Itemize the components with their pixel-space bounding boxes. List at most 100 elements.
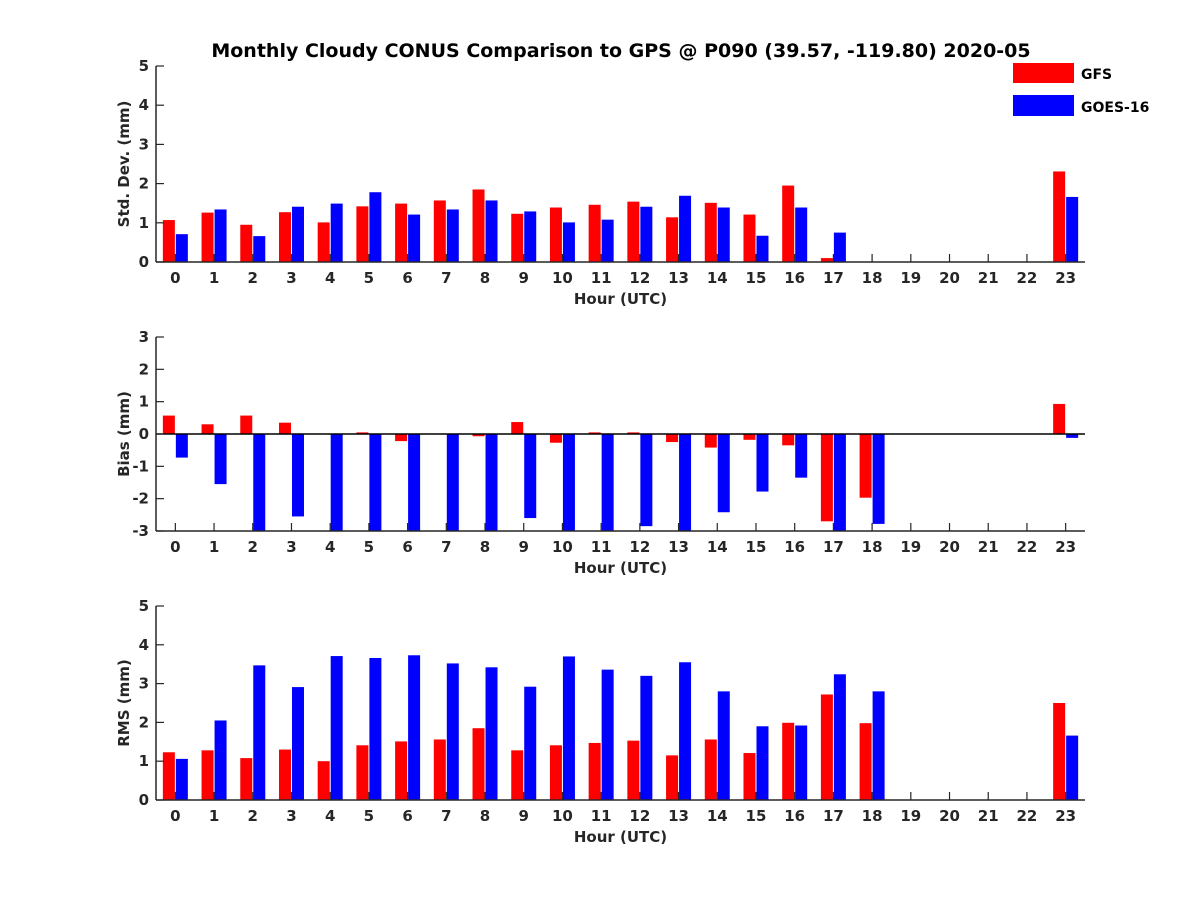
std-dev-goes16-bar-16 (795, 207, 808, 262)
rms-gfs-bar-6 (395, 741, 408, 800)
bias-goes16-bar-4 (330, 434, 343, 531)
bias-x-tick-label: 5 (364, 538, 374, 556)
std-dev-gfs-bar-6 (395, 203, 408, 262)
rms-goes16-bar-9 (524, 686, 537, 800)
rms-x-tick-label: 16 (784, 807, 805, 825)
bias-gfs-bar-1 (201, 424, 214, 434)
std-dev-goes16-bar-15 (756, 235, 769, 262)
std-dev-gfs-bar-7 (433, 200, 446, 262)
rms-goes16-bar-7 (446, 663, 459, 800)
std-dev-gfs-bar-17 (820, 258, 833, 262)
bias-x-tick-label: 13 (668, 538, 689, 556)
rms-gfs-bar-11 (588, 742, 601, 800)
std-dev-gfs-bar-14 (704, 202, 717, 262)
bias-y-tick-label: 3 (139, 328, 149, 346)
rms-x-tick-label: 17 (823, 807, 844, 825)
rms-x-tick-label: 12 (629, 807, 650, 825)
rms-x-tick-label: 4 (325, 807, 335, 825)
rms-x-tick-label: 18 (862, 807, 883, 825)
rms-gfs-bar-7 (433, 739, 446, 800)
std-dev-goes16-bar-17 (833, 232, 846, 262)
rms-goes16-bar-23 (1066, 735, 1079, 800)
bias-goes16-bar-17 (833, 434, 846, 531)
rms-goes16-bar-8 (485, 667, 498, 800)
rms-goes16-bar-11 (601, 669, 614, 800)
bias-x-tick-label: 1 (209, 538, 219, 556)
legend-swatch-goes16 (1013, 95, 1074, 116)
bias-x-tick-label: 7 (441, 538, 451, 556)
bias-gfs-bar-8 (472, 434, 485, 437)
rms-goes16-bar-14 (717, 691, 730, 800)
std-dev-gfs-bar-15 (743, 214, 756, 262)
rms-x-tick-label: 5 (364, 807, 374, 825)
rms-gfs-bar-18 (859, 723, 872, 800)
bias-x-tick-label: 18 (862, 538, 883, 556)
std-dev-goes16-bar-23 (1066, 196, 1079, 262)
bias-goes16-bar-9 (524, 434, 537, 519)
bias-x-tick-label: 16 (784, 538, 805, 556)
std-dev-gfs-bar-9 (511, 213, 524, 262)
std-dev-x-tick-label: 19 (900, 269, 921, 287)
rms-goes16-bar-6 (408, 655, 421, 800)
rms-x-tick-label: 7 (441, 807, 451, 825)
rms-goes16-bar-17 (833, 674, 846, 800)
rms-y-axis-label: RMS (mm) (115, 659, 133, 746)
bias-y-tick-label: 1 (139, 393, 149, 411)
std-dev-goes16-bar-14 (717, 207, 730, 262)
std-dev-x-axis-label: Hour (UTC) (574, 290, 667, 308)
std-dev-goes16-bar-3 (291, 206, 304, 262)
std-dev-goes16-bar-2 (253, 236, 266, 262)
bias-goes16-bar-10 (562, 434, 575, 531)
rms-goes16-bar-12 (640, 675, 653, 800)
std-dev-x-tick-label: 20 (939, 269, 960, 287)
rms-goes16-bar-0 (175, 758, 188, 800)
bias-x-tick-label: 21 (978, 538, 999, 556)
bias-gfs-bar-10 (549, 434, 562, 443)
std-dev-gfs-bar-0 (162, 220, 175, 262)
bias-x-tick-label: 2 (248, 538, 258, 556)
bias-y-tick-label: 2 (139, 360, 149, 378)
legend: GFS GOES-16 (1013, 63, 1149, 116)
std-dev-y-tick-label: 0 (139, 253, 149, 271)
std-dev-gfs-bar-23 (1053, 171, 1066, 262)
bias-goes16-bar-15 (756, 434, 769, 492)
std-dev-x-tick-label: 1 (209, 269, 219, 287)
std-dev-goes16-bar-0 (175, 234, 188, 262)
rms-x-tick-label: 6 (402, 807, 412, 825)
bias-x-tick-label: 12 (629, 538, 650, 556)
std-dev-x-tick-label: 4 (325, 269, 335, 287)
bias-x-tick-label: 14 (707, 538, 728, 556)
std-dev-x-tick-label: 8 (480, 269, 490, 287)
rms-y-tick-label: 2 (139, 713, 149, 731)
rms-x-tick-label: 13 (668, 807, 689, 825)
std-dev-x-tick-label: 11 (591, 269, 612, 287)
rms-gfs-bar-23 (1053, 703, 1066, 800)
legend-swatch-gfs (1013, 63, 1074, 83)
bias-x-axis-label: Hour (UTC) (574, 559, 667, 577)
std-dev-x-tick-label: 5 (364, 269, 374, 287)
rms-gfs-bar-16 (782, 722, 795, 800)
rms-x-tick-label: 3 (286, 807, 296, 825)
rms-goes16-bar-16 (795, 725, 808, 800)
std-dev-goes16-bar-7 (446, 209, 459, 262)
rms-y-tick-label: 3 (139, 675, 149, 693)
bias-x-tick-label: 19 (900, 538, 921, 556)
bias-goes16-bar-6 (408, 434, 421, 531)
rms-y-tick-label: 0 (139, 791, 149, 809)
bias-x-tick-label: 23 (1055, 538, 1076, 556)
rms-gfs-bar-12 (627, 740, 640, 800)
std-dev-y-tick-label: 1 (139, 214, 149, 232)
bias-gfs-bar-0 (162, 415, 175, 434)
bias-goes16-bar-14 (717, 434, 730, 513)
rms-gfs-bar-13 (666, 755, 679, 800)
std-dev-goes16-bar-4 (330, 203, 343, 262)
rms-goes16-bar-2 (253, 665, 266, 800)
rms-goes16-bar-10 (562, 656, 575, 800)
rms-gfs-bar-0 (162, 752, 175, 800)
rms-gfs-bar-15 (743, 753, 756, 800)
std-dev-gfs-bar-11 (588, 204, 601, 262)
std-dev-x-tick-label: 17 (823, 269, 844, 287)
